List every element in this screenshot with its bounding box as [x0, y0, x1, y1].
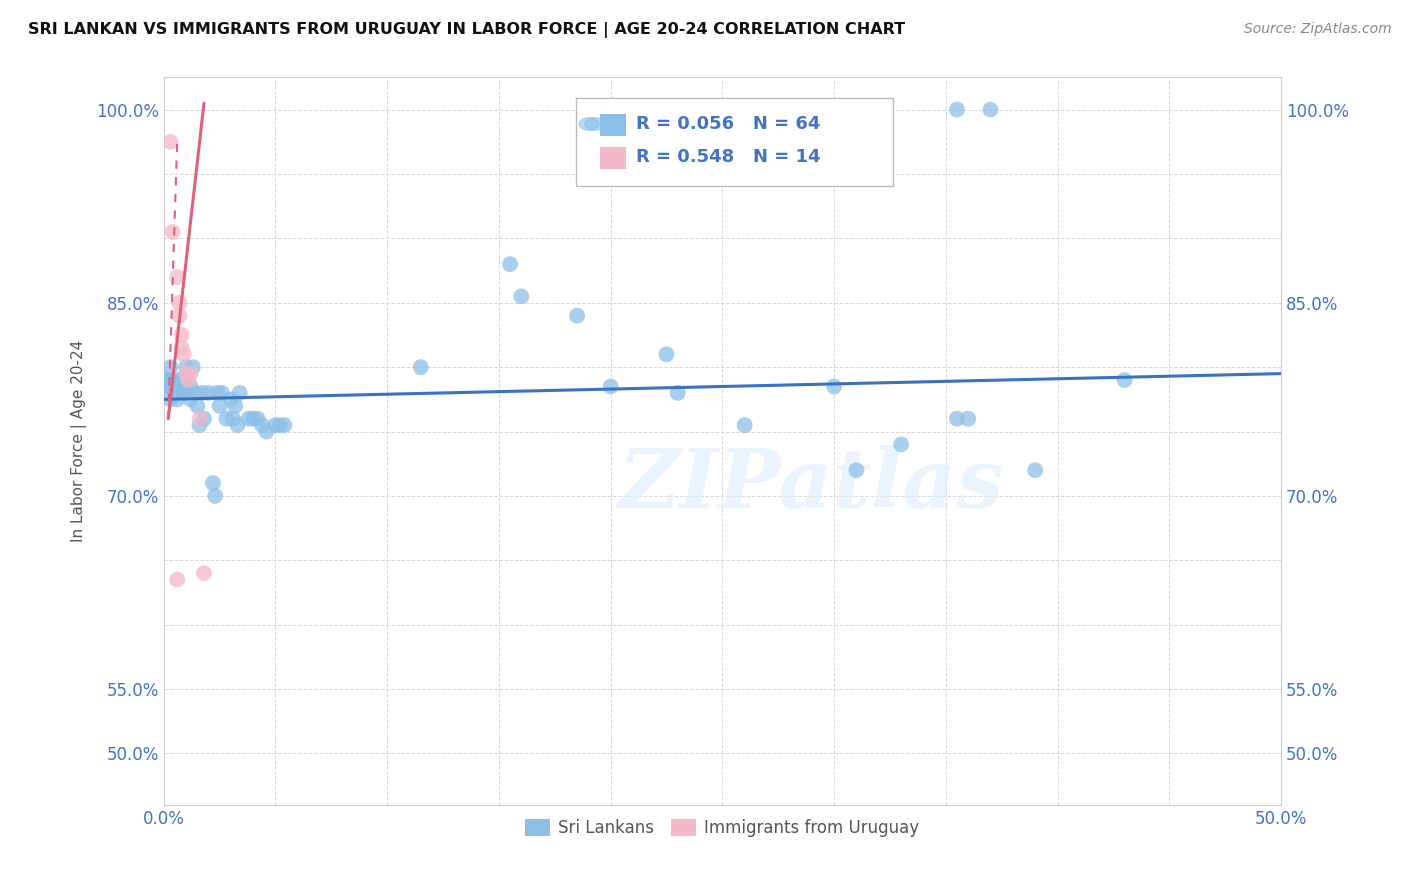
Point [188, 411, 211, 425]
Point [890, 437, 912, 451]
Point [211, 386, 233, 401]
Point [184, 386, 207, 401]
Point [823, 379, 845, 393]
Point [734, 418, 756, 433]
Point [946, 411, 969, 425]
Point [188, 418, 211, 433]
Point [166, 386, 188, 401]
Point [159, 379, 181, 393]
Point [246, 411, 269, 425]
Point [157, 379, 180, 393]
Point [499, 257, 522, 271]
Point [946, 103, 969, 117]
Point [162, 379, 184, 393]
Point [599, 379, 621, 393]
Point [666, 386, 689, 401]
Point [215, 411, 238, 425]
Y-axis label: In Labor Force | Age 20-24: In Labor Force | Age 20-24 [72, 340, 87, 542]
Point [166, 392, 188, 407]
Point [250, 418, 273, 433]
Point [170, 379, 193, 393]
Point [162, 373, 184, 387]
Point [186, 399, 208, 413]
Point [204, 489, 226, 503]
Point [169, 295, 191, 310]
Text: Source: ZipAtlas.com: Source: ZipAtlas.com [1244, 22, 1392, 37]
Point [180, 392, 202, 407]
Point [193, 566, 215, 581]
Point [181, 360, 204, 375]
Point [163, 386, 186, 401]
Text: R = 0.056   N = 64: R = 0.056 N = 64 [636, 115, 820, 133]
Point [174, 360, 197, 375]
Point [957, 411, 980, 425]
Point [222, 411, 245, 425]
Point [845, 463, 868, 477]
Point [159, 392, 181, 407]
Point [166, 573, 188, 587]
Point [565, 309, 588, 323]
Point [655, 347, 678, 361]
Point [170, 373, 193, 387]
Point [159, 135, 181, 149]
Point [1114, 373, 1136, 387]
Point [180, 367, 202, 381]
Point [174, 367, 197, 381]
Legend: Sri Lankans, Immigrants from Uruguay: Sri Lankans, Immigrants from Uruguay [519, 813, 927, 844]
Text: SRI LANKAN VS IMMIGRANTS FROM URUGUAY IN LABOR FORCE | AGE 20-24 CORRELATION CHA: SRI LANKAN VS IMMIGRANTS FROM URUGUAY IN… [28, 22, 905, 38]
Point [173, 379, 195, 393]
Point [174, 379, 197, 393]
Point [207, 386, 229, 401]
Point [219, 392, 242, 407]
Point [226, 418, 249, 433]
Point [159, 360, 181, 375]
Point [201, 476, 224, 491]
Point [166, 270, 188, 285]
Point [163, 379, 186, 393]
Point [180, 379, 202, 393]
Point [229, 386, 252, 401]
Point [157, 373, 180, 387]
Point [1024, 463, 1046, 477]
Point [177, 373, 200, 387]
Point [510, 289, 533, 303]
Text: R = 0.548   N = 14: R = 0.548 N = 14 [636, 148, 820, 166]
Point [169, 373, 191, 387]
Point [170, 328, 193, 343]
Point [264, 418, 287, 433]
Point [409, 360, 432, 375]
Point [238, 411, 260, 425]
Text: ZIPatlas: ZIPatlas [619, 445, 1004, 524]
Point [197, 386, 219, 401]
Point [177, 386, 200, 401]
Point [155, 373, 177, 387]
Point [170, 341, 193, 355]
Point [193, 411, 215, 425]
Point [173, 347, 195, 361]
Point [208, 399, 231, 413]
Point [273, 418, 295, 433]
Point [242, 411, 264, 425]
Point [979, 103, 1001, 117]
Point [162, 225, 184, 239]
Point [224, 399, 246, 413]
Point [173, 373, 195, 387]
Point [190, 386, 212, 401]
Point [269, 418, 291, 433]
Point [169, 386, 191, 401]
Point [169, 309, 191, 323]
Point [256, 425, 278, 439]
